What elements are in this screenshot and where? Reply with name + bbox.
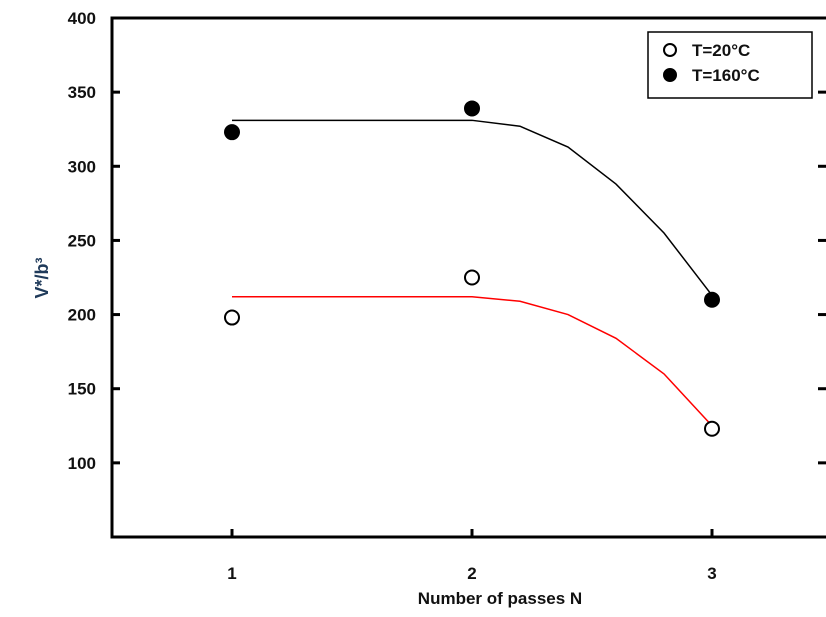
y-tick-label: 300	[68, 157, 96, 176]
point	[224, 124, 240, 141]
point	[224, 309, 240, 326]
point	[704, 420, 720, 437]
y-axis-label: V*/b³	[32, 257, 52, 298]
point	[464, 100, 480, 117]
y-tick-label: 350	[68, 83, 96, 102]
fit-line	[232, 296, 713, 427]
x-tick-label: 1	[227, 564, 236, 583]
y-tick-label: 200	[68, 306, 96, 325]
y-tick-label: 100	[68, 454, 96, 473]
point	[704, 291, 720, 308]
legend-box	[647, 31, 813, 99]
y-tick-label: 150	[68, 380, 96, 399]
x-axis-label: Number of passes N	[418, 589, 582, 608]
x-tick-label: 3	[707, 564, 716, 583]
y-tick-label: 250	[68, 231, 96, 250]
y-tick-label: 400	[68, 9, 96, 28]
legend-label: T=160°C	[692, 66, 760, 85]
legend-marker	[663, 68, 677, 82]
legend-label: T=20°C	[692, 41, 750, 60]
legend-marker	[663, 43, 677, 57]
point	[464, 269, 480, 286]
fit-line	[232, 119, 713, 296]
x-tick-label: 2	[467, 564, 476, 583]
